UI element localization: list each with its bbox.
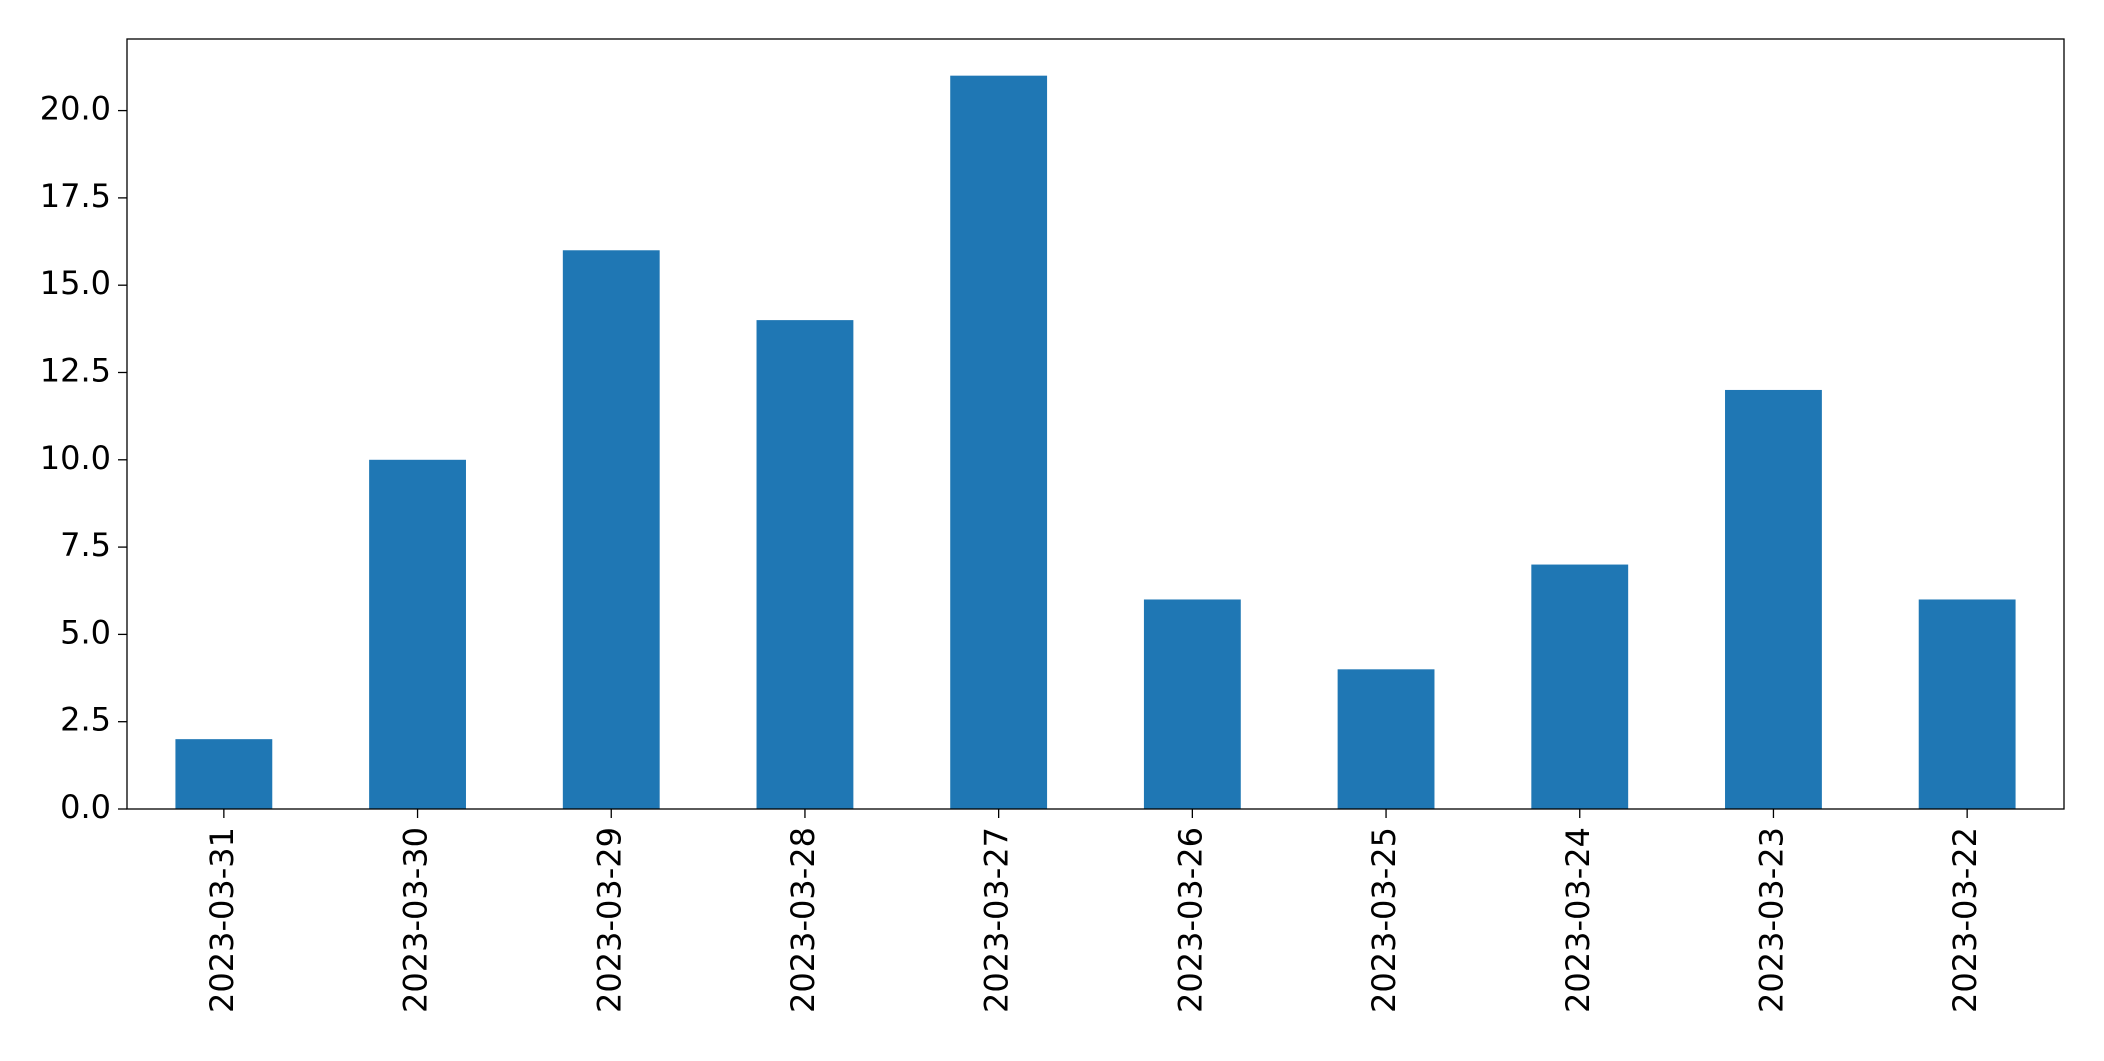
bar bbox=[175, 739, 273, 809]
bar bbox=[369, 459, 466, 809]
y-tick-label: 2.5 bbox=[60, 701, 111, 739]
x-tick-label: 2023-03-29 bbox=[590, 827, 628, 1013]
bar bbox=[1143, 599, 1241, 809]
bar bbox=[756, 320, 854, 809]
x-tick-label: 2023-03-30 bbox=[397, 827, 435, 1013]
y-tick-label: 17.5 bbox=[40, 177, 111, 215]
y-tick-label: 10.0 bbox=[40, 439, 111, 477]
bar bbox=[1531, 564, 1629, 809]
x-tick-label: 2023-03-31 bbox=[203, 827, 241, 1013]
x-tick-label: 2023-03-27 bbox=[978, 827, 1016, 1013]
bar bbox=[562, 250, 660, 809]
y-tick-label: 12.5 bbox=[40, 351, 111, 389]
plot-frame bbox=[126, 38, 2065, 810]
bar bbox=[1725, 389, 1822, 809]
x-tick-label: 2023-03-22 bbox=[1946, 827, 1984, 1013]
y-tick-label: 7.5 bbox=[60, 526, 111, 564]
y-tick-label: 20.0 bbox=[40, 90, 111, 128]
x-tick-label: 2023-03-25 bbox=[1365, 827, 1403, 1013]
x-tick-label: 2023-03-28 bbox=[784, 827, 822, 1013]
y-tick-label: 5.0 bbox=[60, 613, 111, 651]
bar bbox=[1337, 669, 1435, 809]
bar bbox=[1918, 599, 2016, 809]
x-tick-label: 2023-03-24 bbox=[1559, 827, 1597, 1013]
y-tick-label: 0.0 bbox=[60, 788, 111, 826]
y-tick-label: 15.0 bbox=[40, 264, 111, 302]
x-tick-label: 2023-03-26 bbox=[1171, 827, 1209, 1013]
bar bbox=[950, 75, 1048, 809]
x-tick-label: 2023-03-23 bbox=[1752, 827, 1790, 1013]
